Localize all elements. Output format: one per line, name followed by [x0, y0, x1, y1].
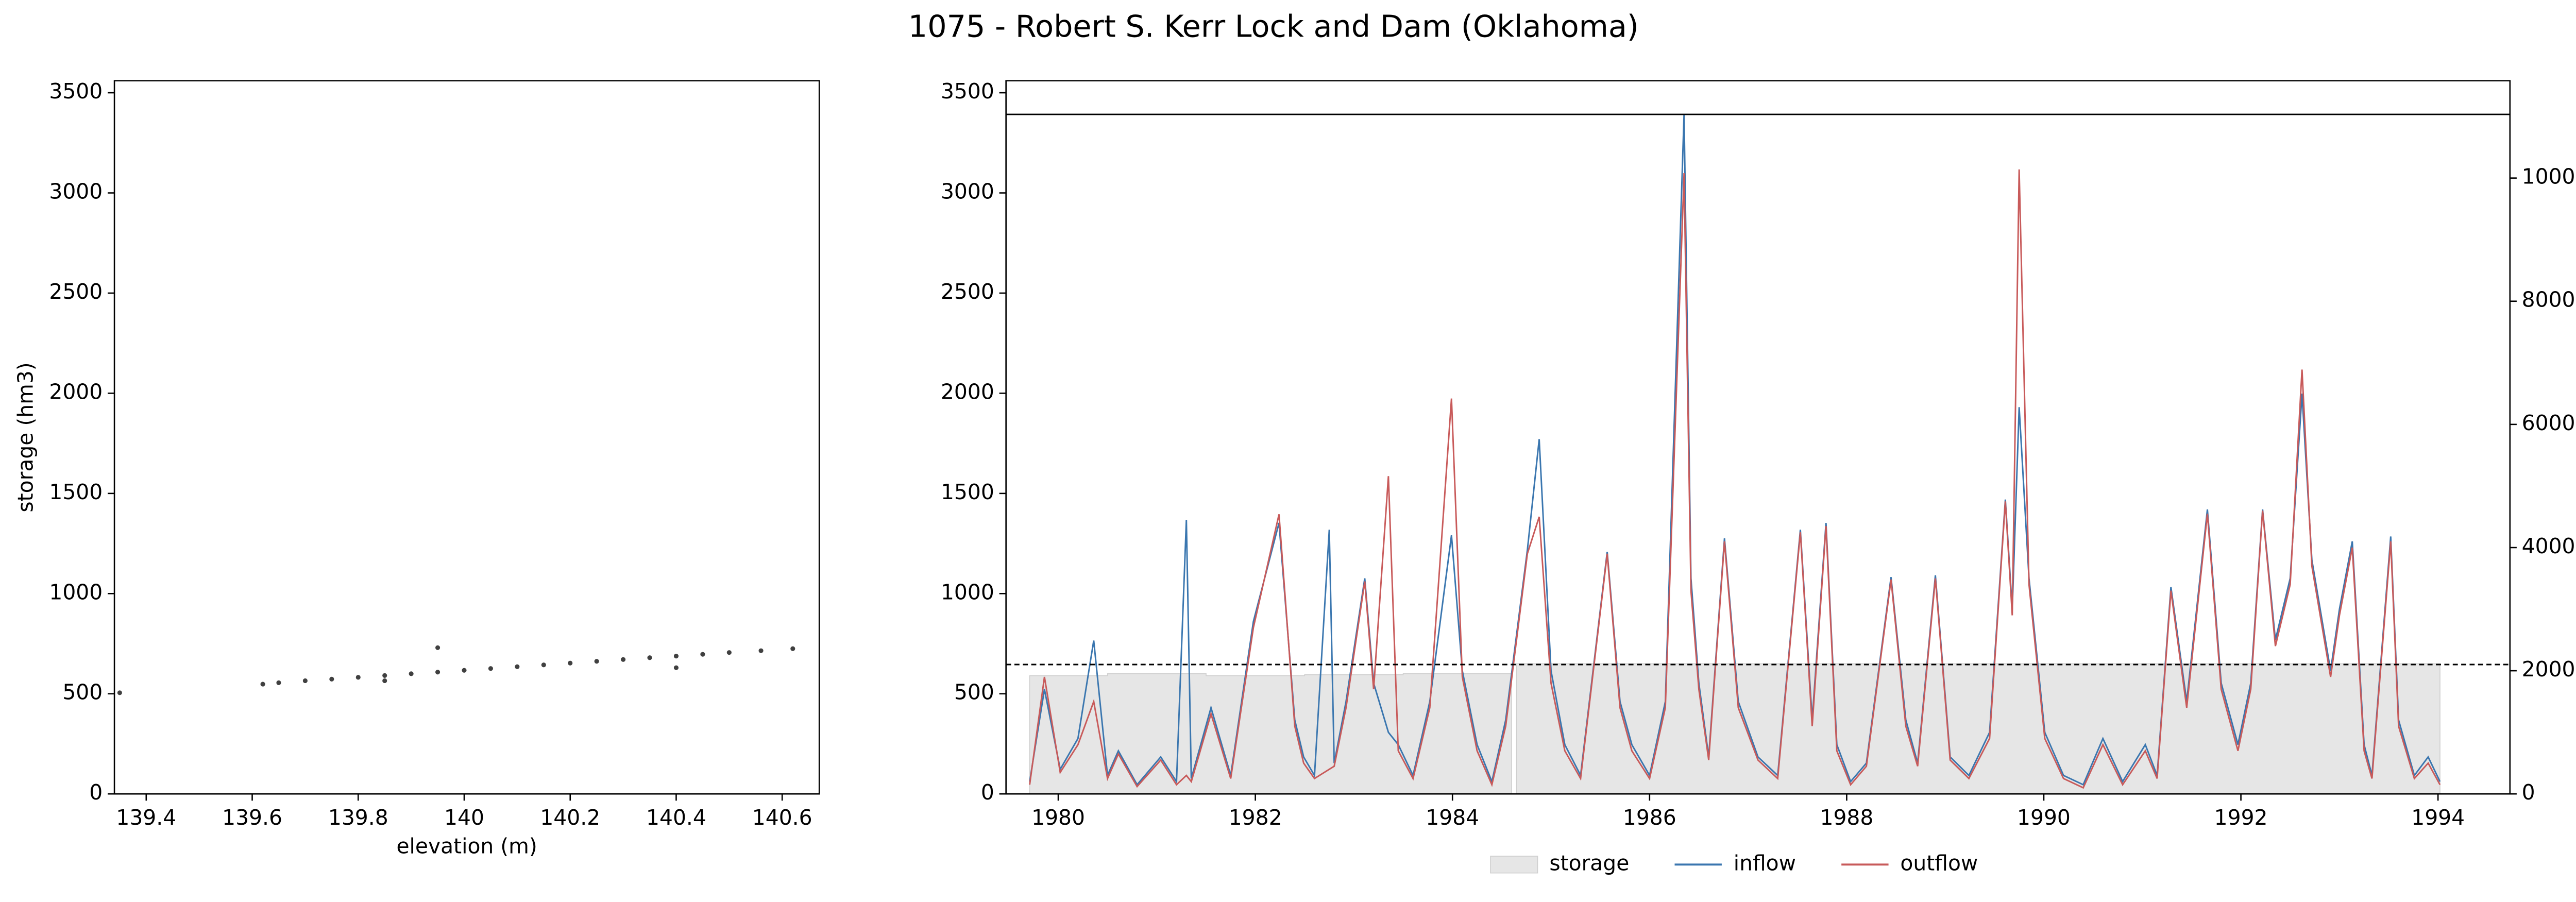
y2-tick-label: 2000	[2522, 657, 2575, 682]
y2-tick-label: 8000	[2522, 287, 2575, 312]
x-tick-label: 1992	[2214, 805, 2268, 830]
x-tick-label: 1994	[2411, 805, 2465, 830]
x-tick-label: 1988	[1820, 805, 1873, 830]
x-tick-label: 1980	[1031, 805, 1085, 830]
point	[117, 690, 122, 695]
point	[355, 675, 361, 680]
point	[568, 660, 573, 666]
plot-area	[1029, 114, 2441, 794]
y2-tick-label: 0	[2522, 780, 2535, 805]
y-tick-label: 0	[89, 780, 103, 805]
point	[382, 678, 387, 684]
point	[329, 676, 334, 682]
x-tick-label: 140.6	[752, 805, 812, 830]
y-tick-label: 3000	[49, 179, 103, 204]
y-tick-label: 2500	[941, 279, 994, 304]
point	[541, 662, 546, 668]
x-tick-label: 139.4	[116, 805, 176, 830]
x-tick-label: 1990	[2017, 805, 2071, 830]
axes-frame	[1005, 80, 2511, 795]
point	[462, 668, 467, 673]
y-tick-label: 1500	[941, 480, 994, 504]
point	[435, 670, 440, 675]
point	[302, 678, 308, 684]
point	[260, 682, 265, 687]
legend-swatch	[1490, 856, 1538, 874]
point	[488, 666, 494, 671]
y-tick-label: 2000	[49, 379, 103, 404]
x-tick-label: 139.6	[222, 805, 282, 830]
storage-area	[1029, 663, 2441, 794]
point	[673, 654, 679, 659]
y2-tick-label: 10000	[2522, 164, 2576, 189]
flow-line	[1029, 169, 2441, 789]
point	[758, 648, 764, 653]
x-tick-label: 140	[444, 805, 484, 830]
x-tick-label: 1982	[1229, 805, 1282, 830]
point	[790, 646, 795, 651]
legend-label: inflow	[1734, 850, 1796, 875]
x-tick-label: 1984	[1426, 805, 1479, 830]
x-tick-label: 140.4	[646, 805, 706, 830]
legend-label: storage	[1549, 850, 1629, 875]
legend-label: outflow	[1900, 850, 1978, 875]
point	[594, 659, 599, 664]
y-tick-label: 0	[981, 780, 994, 805]
axes-frame	[113, 80, 820, 795]
y-tick-label: 2000	[941, 379, 994, 404]
y-tick-label: 500	[954, 680, 994, 705]
point	[435, 645, 440, 650]
point	[621, 657, 626, 662]
figure-title: 1075 - Robert S. Kerr Lock and Dam (Okla…	[908, 9, 1639, 44]
point	[700, 652, 705, 657]
y2-tick-label: 6000	[2522, 411, 2575, 435]
y-tick-label: 1000	[49, 580, 103, 604]
y2-tick-label: 4000	[2522, 534, 2575, 558]
x-tick-label: 140.2	[540, 805, 600, 830]
x-tick-label: 139.8	[328, 805, 388, 830]
x-tick-label: 1986	[1623, 805, 1676, 830]
point	[276, 680, 281, 685]
y-tick-label: 3000	[941, 179, 994, 204]
point	[382, 673, 387, 678]
y-tick-label: 500	[62, 680, 103, 705]
y-tick-label: 3500	[941, 79, 994, 104]
point	[726, 650, 732, 655]
y-tick-label: 2500	[49, 279, 103, 304]
y-tick-label: 3500	[49, 79, 103, 104]
point	[409, 671, 414, 676]
point	[647, 655, 652, 660]
point	[515, 664, 520, 669]
point	[673, 665, 679, 670]
y-axis-label: storage (hm3)	[13, 362, 38, 512]
y-tick-label: 1000	[941, 580, 994, 604]
x-axis-label: elevation (m)	[396, 834, 537, 859]
y-tick-label: 1500	[49, 480, 103, 504]
